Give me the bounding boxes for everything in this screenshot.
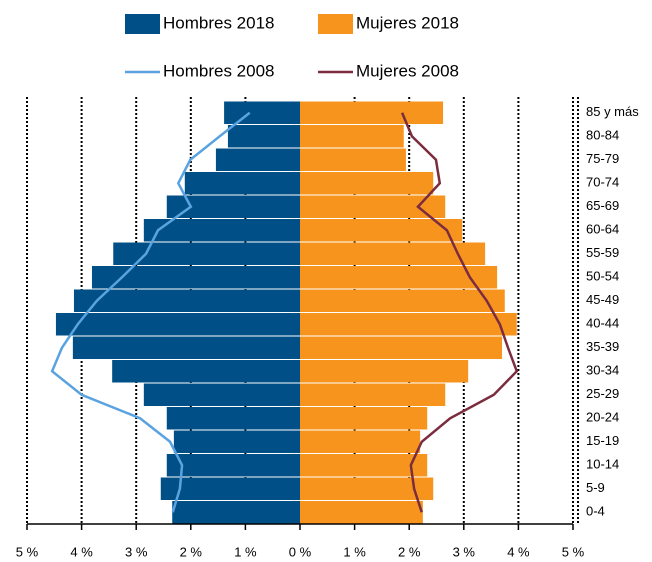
category-label: 75-79 [586, 151, 619, 166]
legend-label: Mujeres 2018 [356, 13, 459, 32]
x-tick-label: 0 % [289, 544, 312, 559]
legend-label: Mujeres 2008 [356, 61, 459, 80]
bar [300, 219, 463, 242]
bar [300, 101, 444, 124]
bar [224, 101, 300, 124]
bar [300, 430, 421, 453]
bar [300, 383, 446, 406]
bar [160, 477, 300, 500]
x-tick-label: 3 % [453, 544, 476, 559]
x-tick-label: 4 % [70, 544, 93, 559]
bar [166, 454, 300, 477]
bar [300, 501, 423, 524]
bar [55, 313, 300, 336]
bar [300, 477, 434, 500]
category-label: 80-84 [586, 128, 619, 143]
bar [227, 125, 300, 148]
category-label: 70-74 [586, 175, 619, 190]
bar [173, 430, 300, 453]
bar [300, 172, 434, 195]
legend-swatch [318, 14, 353, 34]
bar [300, 289, 505, 312]
category-label: 5-9 [586, 480, 605, 495]
bar [300, 336, 503, 359]
category-label: 85 y más [586, 104, 639, 119]
bar [300, 195, 446, 218]
bar [300, 313, 517, 336]
category-label: 60-64 [586, 222, 619, 237]
bar [143, 383, 300, 406]
category-label: 40-44 [586, 316, 619, 331]
x-tick-label: 2 % [180, 544, 203, 559]
bar [172, 501, 300, 524]
category-label: 55-59 [586, 245, 619, 260]
bar [300, 407, 428, 430]
bar [112, 360, 301, 383]
category-label: 30-34 [586, 363, 619, 378]
bar [166, 407, 300, 430]
bar [300, 242, 486, 265]
x-tick-label: 1 % [234, 544, 257, 559]
x-tick-label: 5 % [562, 544, 585, 559]
category-label: 0-4 [586, 504, 605, 519]
category-label: 25-29 [586, 386, 619, 401]
x-tick-label: 3 % [125, 544, 148, 559]
category-label: 50-54 [586, 269, 619, 284]
x-tick-label: 4 % [507, 544, 530, 559]
bar [215, 148, 300, 171]
category-label: 10-14 [586, 457, 619, 472]
category-label: 65-69 [586, 198, 619, 213]
x-tick-label: 1 % [343, 544, 366, 559]
bar [143, 219, 300, 242]
bar [91, 266, 300, 289]
bar [166, 195, 300, 218]
bar [300, 148, 406, 171]
x-tick-label: 2 % [398, 544, 421, 559]
category-label: 20-24 [586, 410, 619, 425]
bar [300, 266, 498, 289]
bar [184, 172, 300, 195]
legend-label: Hombres 2008 [163, 61, 275, 80]
legend-swatch [125, 14, 160, 34]
x-tick-label: 5 % [16, 544, 39, 559]
bar [73, 289, 301, 312]
category-label: 45-49 [586, 292, 619, 307]
bar [300, 125, 404, 148]
bar [72, 336, 300, 359]
line [400, 112, 519, 513]
bar [300, 360, 469, 383]
category-label: 35-39 [586, 339, 619, 354]
legend-label: Hombres 2018 [163, 13, 275, 32]
line [50, 111, 251, 513]
bar [300, 454, 428, 477]
bar [113, 242, 300, 265]
category-label: 15-19 [586, 433, 619, 448]
